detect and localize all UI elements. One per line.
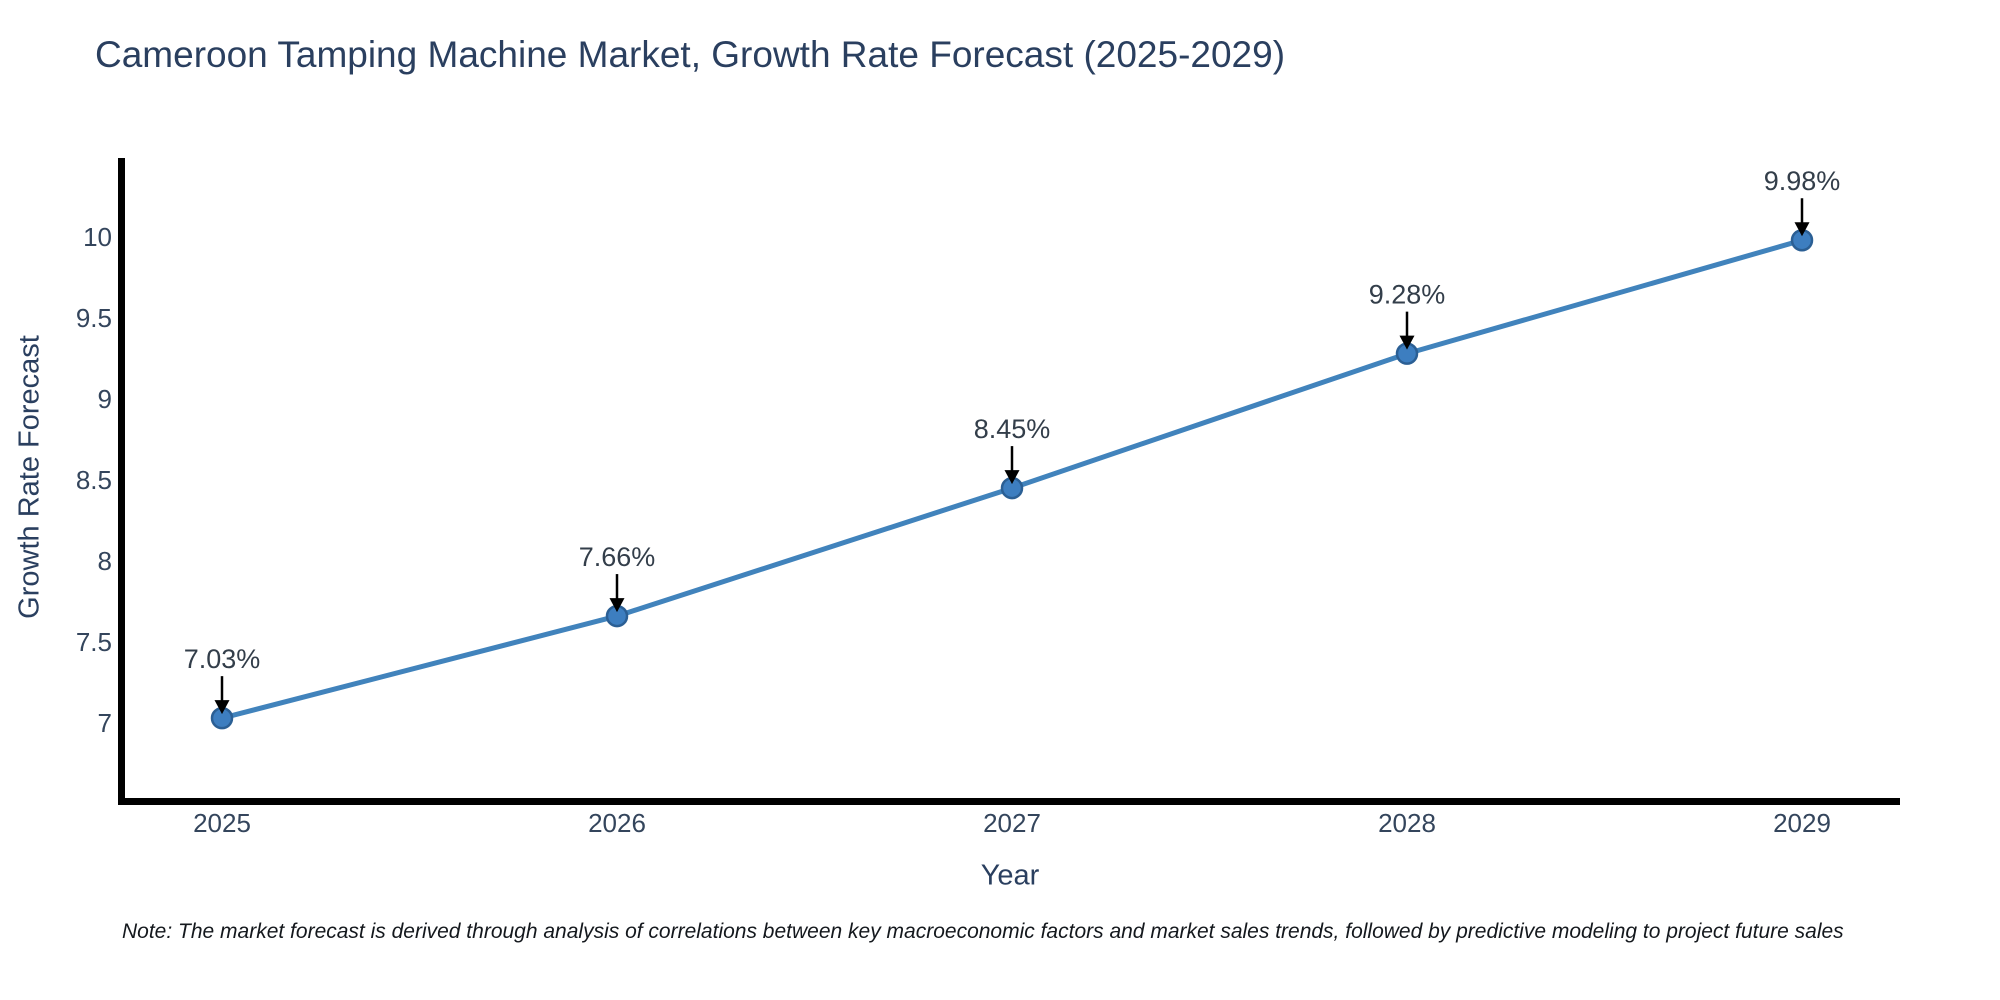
x-tick-label: 2029 (1773, 808, 1831, 838)
footnote: Note: The market forecast is derived thr… (122, 920, 1844, 943)
y-tick-label: 7 (98, 708, 112, 738)
data-point-label: 7.03% (184, 644, 261, 674)
chart-title: Cameroon Tamping Machine Market, Growth … (95, 34, 1286, 75)
y-tick-label: 8 (98, 546, 112, 576)
y-tick-label: 9 (98, 384, 112, 414)
x-tick-label: 2026 (588, 808, 646, 838)
x-tick-label: 2025 (193, 808, 251, 838)
annotation-arrow-head (1004, 470, 1020, 485)
y-tick-label: 10 (83, 222, 112, 252)
data-point-label: 7.66% (579, 542, 656, 572)
annotation-arrow-head (214, 700, 230, 715)
annotation-arrow-head (1794, 222, 1810, 237)
data-point-label: 9.98% (1764, 166, 1841, 196)
x-tick-label: 2028 (1378, 808, 1436, 838)
x-tick-label: 2027 (983, 808, 1041, 838)
annotation-arrow-head (1399, 335, 1415, 350)
y-tick-label: 8.5 (76, 465, 112, 495)
y-axis-title: Growth Rate Forecast (13, 335, 46, 619)
x-axis-title: Year (980, 859, 1040, 892)
data-point-label: 9.28% (1369, 280, 1446, 310)
y-tick-label: 9.5 (76, 303, 112, 333)
data-point-label: 8.45% (974, 414, 1051, 444)
annotation-arrow-head (609, 598, 625, 613)
y-tick-label: 7.5 (76, 627, 112, 657)
